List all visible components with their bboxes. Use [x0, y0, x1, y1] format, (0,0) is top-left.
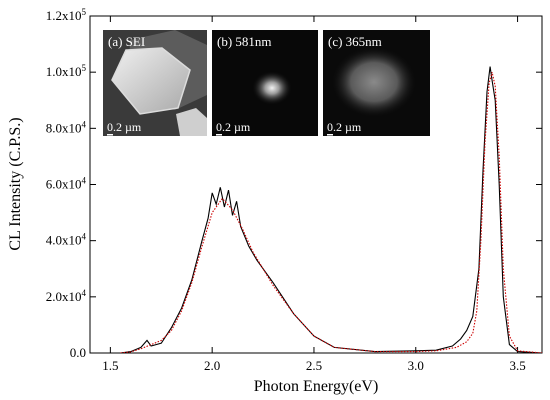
inset-sei-label: (a) SEI [108, 34, 145, 49]
y-tick-label-4: 8.0x104 [46, 119, 87, 135]
series-layer [120, 66, 542, 353]
inset-sei-scale-bar [107, 134, 113, 136]
inset-sei-crystal [111, 47, 191, 115]
y-axis-title: CL Intensity (C.P.S.) [7, 117, 24, 250]
y-tick-label-1: 2.0x104 [46, 288, 87, 304]
y-tick-label-0: 0.0 [70, 345, 86, 360]
inset-581nm-scale-label: 0.2 µm [216, 120, 251, 134]
x-tick-label-4: 3.5 [509, 358, 525, 373]
x-tick-label-3: 3.0 [408, 358, 424, 373]
y-tick-label-5: 1.0x105 [46, 63, 87, 79]
y-tick-label-2: 4.0x104 [46, 232, 87, 248]
inset-sei: (a) SEI 0.2 µm [103, 30, 207, 136]
inset-365nm-label: (c) 365nm [328, 34, 382, 49]
inset-365nm-emission-region [332, 47, 416, 117]
inset-365nm-scale-bar [327, 134, 333, 136]
axis-ticks: 1.5 2.0 2.5 3.0 3.5 0.0 2.0x104 4.0x104 6.0x104 8… [46, 7, 542, 373]
y-tick-label-3: 6.0x104 [46, 176, 87, 192]
inset-365nm: (c) 365nm 0.2 µm [323, 30, 430, 136]
x-tick-label-0: 1.5 [102, 358, 118, 373]
x-tick-label-2: 2.5 [306, 358, 322, 373]
inset-sei-crystal-small [176, 108, 207, 136]
inset-581nm-scale-bar [216, 134, 222, 136]
x-tick-label-1: 2.0 [204, 358, 220, 373]
y-tick-label-6: 1.2x105 [46, 7, 87, 23]
inset-581nm-emission-spot [252, 71, 292, 105]
series-line-0 [120, 66, 542, 353]
inset-sei-scale-label: 0.2 µm [107, 120, 142, 134]
inset-365nm-scale-label: 0.2 µm [327, 120, 362, 134]
inset-581nm: (b) 581nm 0.2 µm [212, 30, 318, 136]
inset-581nm-label: (b) 581nm [217, 34, 272, 49]
x-axis-title: Photon Energy(eV) [254, 378, 379, 395]
